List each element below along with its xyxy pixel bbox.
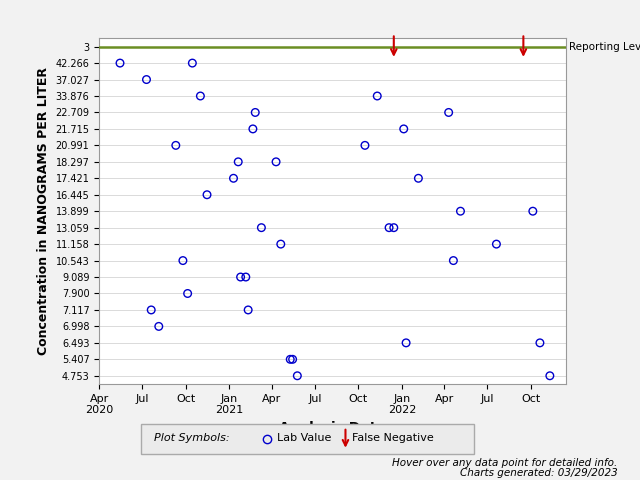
Point [228, 174, 239, 182]
Point [413, 174, 424, 182]
Point [182, 289, 193, 297]
Point [236, 273, 246, 281]
Point [271, 158, 281, 166]
Point [154, 323, 164, 330]
Point [146, 306, 156, 314]
Point [285, 356, 296, 363]
Point [287, 356, 298, 363]
Point [401, 339, 412, 347]
Point [141, 76, 152, 84]
Text: Hover over any data point for detailed info.: Hover over any data point for detailed i… [392, 457, 618, 468]
Text: Charts generated: 03/29/2023: Charts generated: 03/29/2023 [460, 468, 618, 478]
FancyBboxPatch shape [141, 424, 474, 454]
Point [535, 339, 545, 347]
Point [448, 257, 458, 264]
Point [528, 207, 538, 215]
Point [233, 158, 243, 166]
Point [241, 273, 251, 281]
Y-axis label: Concentration in NANOGRAMS PER LITER: Concentration in NANOGRAMS PER LITER [37, 67, 50, 355]
Point [195, 92, 205, 100]
Point [115, 59, 125, 67]
Point [292, 372, 303, 380]
Text: Lab Value: Lab Value [277, 433, 332, 443]
Point [250, 108, 260, 116]
Point [545, 372, 555, 380]
Text: Reporting Level: Reporting Level [569, 42, 640, 52]
Point [202, 191, 212, 199]
Point [455, 207, 465, 215]
Point [444, 108, 454, 116]
X-axis label: Analysis Date: Analysis Date [280, 421, 386, 435]
Text: Plot Symbols:: Plot Symbols: [154, 433, 230, 443]
Point [388, 224, 399, 231]
Point [171, 142, 181, 149]
Point [492, 240, 502, 248]
Text: False Negative: False Negative [352, 433, 434, 443]
Point [178, 257, 188, 264]
Point [276, 240, 286, 248]
Point [256, 224, 266, 231]
Point [188, 59, 198, 67]
Point [384, 224, 394, 231]
Point [360, 142, 370, 149]
Point [372, 92, 382, 100]
Point [399, 125, 409, 133]
Point [248, 125, 258, 133]
Point [243, 306, 253, 314]
